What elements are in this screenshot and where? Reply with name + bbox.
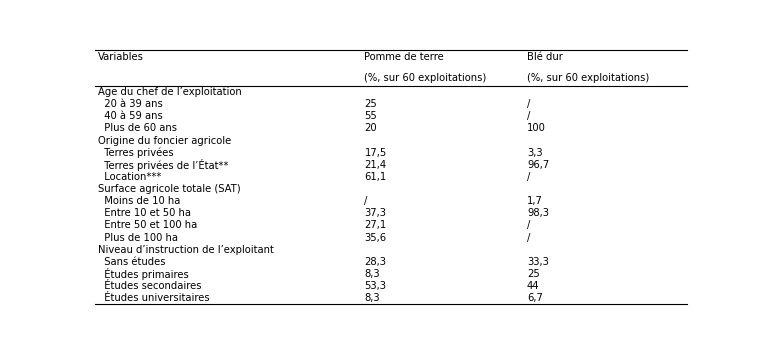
Text: 61,1: 61,1 [365, 172, 387, 182]
Text: Location***: Location*** [98, 172, 162, 182]
Text: (%, sur 60 exploitations): (%, sur 60 exploitations) [527, 73, 649, 82]
Text: Sans études: Sans études [98, 257, 166, 267]
Text: 100: 100 [527, 124, 546, 133]
Text: 3,3: 3,3 [527, 148, 542, 158]
Text: Terres privées: Terres privées [98, 148, 174, 158]
Text: 96,7: 96,7 [527, 160, 549, 170]
Text: Age du chef de l’exploitation: Age du chef de l’exploitation [98, 87, 242, 97]
Text: 27,1: 27,1 [365, 221, 387, 230]
Text: 8,3: 8,3 [365, 293, 380, 303]
Text: Niveau d’instruction de l’exploitant: Niveau d’instruction de l’exploitant [98, 245, 274, 255]
Text: 98,3: 98,3 [527, 208, 549, 218]
Text: 40 à 59 ans: 40 à 59 ans [98, 111, 163, 121]
Text: Études universitaires: Études universitaires [98, 293, 210, 303]
Text: /: / [365, 196, 368, 206]
Text: /: / [527, 172, 530, 182]
Text: Variables: Variables [98, 53, 144, 63]
Text: /: / [527, 232, 530, 243]
Text: 44: 44 [527, 281, 539, 291]
Text: Plus de 100 ha: Plus de 100 ha [98, 232, 179, 243]
Text: 1,7: 1,7 [527, 196, 543, 206]
Text: 28,3: 28,3 [365, 257, 386, 267]
Text: 33,3: 33,3 [527, 257, 549, 267]
Text: 20: 20 [365, 124, 377, 133]
Text: 55: 55 [365, 111, 377, 121]
Text: 17,5: 17,5 [365, 148, 387, 158]
Text: 53,3: 53,3 [365, 281, 386, 291]
Text: 20 à 39 ans: 20 à 39 ans [98, 99, 163, 109]
Text: /: / [527, 111, 530, 121]
Text: Terres privées de l’État**: Terres privées de l’État** [98, 159, 229, 171]
Text: 25: 25 [527, 269, 539, 279]
Text: Surface agricole totale (SAT): Surface agricole totale (SAT) [98, 184, 241, 194]
Text: 8,3: 8,3 [365, 269, 380, 279]
Text: 35,6: 35,6 [365, 232, 387, 243]
Text: /: / [527, 221, 530, 230]
Text: Études secondaires: Études secondaires [98, 281, 202, 291]
Text: Pomme de terre: Pomme de terre [365, 53, 444, 63]
Text: Plus de 60 ans: Plus de 60 ans [98, 124, 177, 133]
Text: 37,3: 37,3 [365, 208, 386, 218]
Text: Études primaires: Études primaires [98, 268, 189, 280]
Text: Moins de 10 ha: Moins de 10 ha [98, 196, 181, 206]
Text: Blé dur: Blé dur [527, 53, 563, 63]
Text: 6,7: 6,7 [527, 293, 543, 303]
Text: /: / [527, 99, 530, 109]
Text: 25: 25 [365, 99, 377, 109]
Text: 21,4: 21,4 [365, 160, 387, 170]
Text: (%, sur 60 exploitations): (%, sur 60 exploitations) [365, 73, 487, 82]
Text: Origine du foncier agricole: Origine du foncier agricole [98, 136, 232, 145]
Text: Entre 10 et 50 ha: Entre 10 et 50 ha [98, 208, 192, 218]
Text: Entre 50 et 100 ha: Entre 50 et 100 ha [98, 221, 198, 230]
